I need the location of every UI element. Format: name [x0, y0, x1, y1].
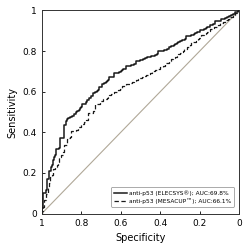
X-axis label: Specificity: Specificity: [115, 233, 166, 243]
Legend: anti-p53 (ELECSYS®); AUC:69.8%, anti-p53 (MESACUP™); AUC:66.1%: anti-p53 (ELECSYS®); AUC:69.8%, anti-p53…: [111, 187, 234, 207]
Y-axis label: Sensitivity: Sensitivity: [7, 86, 17, 138]
